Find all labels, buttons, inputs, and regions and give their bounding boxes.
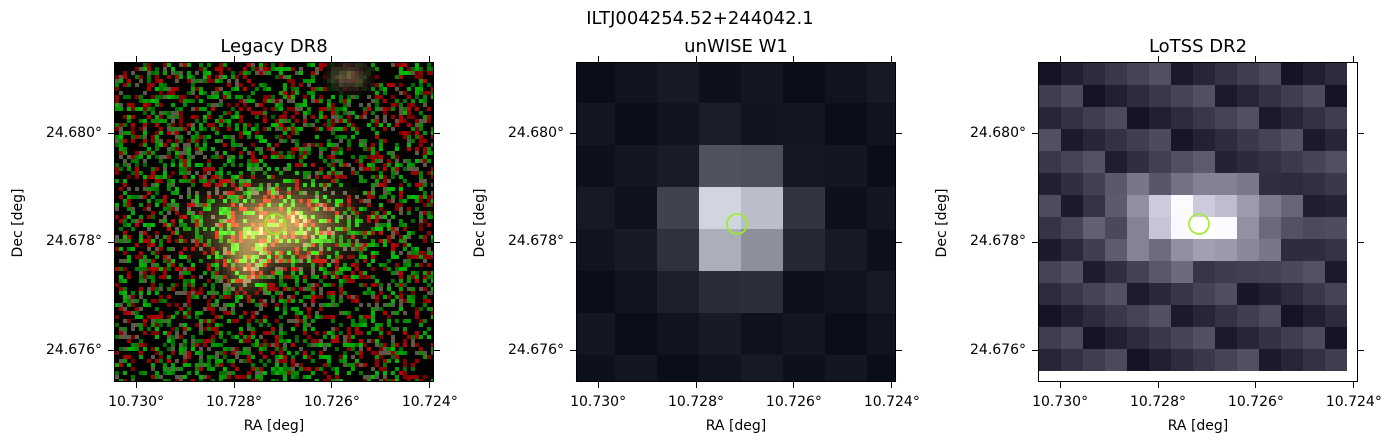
y-tick-mark bbox=[1358, 241, 1364, 243]
y-tick-label: 24.680° bbox=[970, 124, 1026, 141]
y-tick-mark bbox=[896, 241, 902, 243]
x-tick-label: 10.724° bbox=[401, 394, 458, 410]
y-tick-mark bbox=[1032, 133, 1038, 135]
y-tick-mark bbox=[108, 350, 114, 352]
y-tick-label: 24.676° bbox=[970, 341, 1026, 358]
x-tick-label: 10.728° bbox=[1130, 394, 1186, 410]
x-tick-mark bbox=[1255, 382, 1257, 388]
xlabel-lotss: RA [deg] bbox=[1167, 418, 1229, 434]
y-tick-label: 24.676° bbox=[508, 341, 564, 358]
x-tick-mark bbox=[891, 56, 893, 62]
x-tick-mark bbox=[597, 382, 599, 388]
x-tick-mark bbox=[1157, 56, 1159, 62]
x-tick-label: 10.724° bbox=[863, 394, 920, 410]
y-tick-label: 24.678° bbox=[46, 233, 102, 250]
y-tick-mark bbox=[108, 133, 114, 135]
x-tick-mark bbox=[695, 56, 697, 62]
x-tick-mark bbox=[331, 56, 333, 62]
x-tick-label: 10.726° bbox=[765, 394, 822, 410]
y-tick-mark bbox=[434, 241, 440, 243]
panel-title-lotss: LoTSS DR2 bbox=[1148, 36, 1248, 57]
y-tick-mark bbox=[1358, 133, 1364, 135]
x-tick-label: 10.728° bbox=[668, 394, 724, 410]
source-marker-circle bbox=[264, 213, 286, 235]
x-tick-mark bbox=[1255, 56, 1257, 62]
panel-title-legacy: Legacy DR8 bbox=[220, 36, 328, 57]
y-tick-label: 24.680° bbox=[508, 124, 564, 141]
xlabel-unwise: RA [deg] bbox=[705, 418, 767, 434]
x-tick-mark bbox=[793, 56, 795, 62]
y-tick-mark bbox=[1032, 241, 1038, 243]
x-tick-mark bbox=[597, 56, 599, 62]
x-tick-mark bbox=[331, 382, 333, 388]
x-tick-label: 10.726° bbox=[1227, 394, 1284, 410]
panel-title-unwise: unWISE W1 bbox=[684, 36, 788, 57]
x-tick-mark bbox=[429, 382, 431, 388]
xlabel-legacy: RA [deg] bbox=[243, 418, 305, 434]
x-tick-mark bbox=[135, 56, 137, 62]
y-tick-mark bbox=[896, 350, 902, 352]
y-tick-mark bbox=[570, 241, 576, 243]
y-tick-label: 24.678° bbox=[970, 233, 1026, 250]
y-tick-label: 24.678° bbox=[508, 233, 564, 250]
y-tick-mark bbox=[1358, 350, 1364, 352]
x-tick-mark bbox=[695, 382, 697, 388]
x-tick-mark bbox=[1353, 56, 1355, 62]
x-tick-label: 10.724° bbox=[1325, 394, 1382, 410]
source-marker-circle bbox=[1188, 213, 1210, 235]
x-tick-label: 10.728° bbox=[206, 394, 262, 410]
figure-title: ILTJ004254.52+244042.1 bbox=[586, 8, 814, 29]
legacy-dr8-image bbox=[114, 62, 434, 382]
x-tick-label: 10.730° bbox=[108, 394, 165, 410]
y-tick-mark bbox=[570, 350, 576, 352]
ylabel-unwise: Dec [deg] bbox=[472, 188, 488, 258]
y-tick-label: 24.680° bbox=[46, 124, 102, 141]
x-tick-mark bbox=[1059, 56, 1061, 62]
y-tick-label: 24.676° bbox=[46, 341, 102, 358]
x-tick-mark bbox=[1059, 382, 1061, 388]
x-tick-mark bbox=[135, 382, 137, 388]
ylabel-legacy: Dec [deg] bbox=[10, 188, 26, 258]
ylabel-lotss: Dec [deg] bbox=[934, 188, 950, 258]
x-tick-mark bbox=[1353, 382, 1355, 388]
x-tick-mark bbox=[891, 382, 893, 388]
x-tick-mark bbox=[233, 382, 235, 388]
y-tick-mark bbox=[434, 133, 440, 135]
lotss-dr2-image bbox=[1038, 62, 1358, 382]
source-marker-circle bbox=[726, 213, 748, 235]
x-tick-mark bbox=[793, 382, 795, 388]
x-tick-label: 10.726° bbox=[303, 394, 360, 410]
x-tick-mark bbox=[429, 56, 431, 62]
y-tick-mark bbox=[570, 133, 576, 135]
x-tick-label: 10.730° bbox=[570, 394, 627, 410]
x-tick-mark bbox=[233, 56, 235, 62]
unwise-w1-image bbox=[576, 62, 896, 382]
y-tick-mark bbox=[1032, 350, 1038, 352]
y-tick-mark bbox=[896, 133, 902, 135]
x-tick-mark bbox=[1157, 382, 1159, 388]
x-tick-label: 10.730° bbox=[1032, 394, 1089, 410]
y-tick-mark bbox=[108, 241, 114, 243]
y-tick-mark bbox=[434, 350, 440, 352]
